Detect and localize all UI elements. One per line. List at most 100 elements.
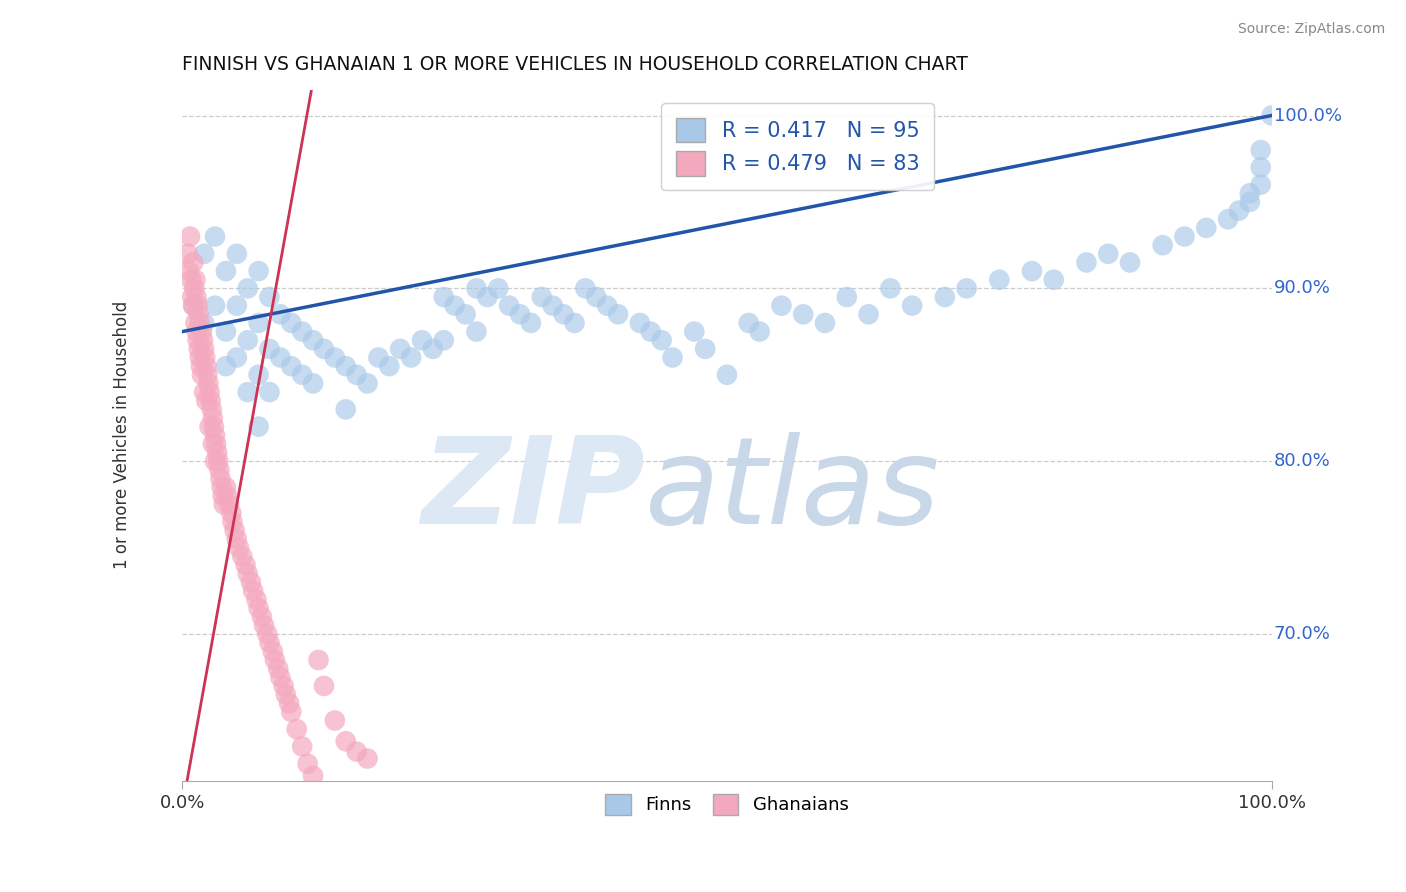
Point: [770, 299, 793, 313]
Point: [186, 325, 208, 339]
Point: [1250, 161, 1272, 175]
Point: [541, 299, 564, 313]
Point: [934, 290, 956, 304]
Point: [205, 445, 228, 459]
Point: [269, 307, 291, 321]
Text: 1 or more Vehicles in Household: 1 or more Vehicles in Household: [114, 301, 131, 569]
Point: [191, 368, 214, 382]
Point: [683, 325, 706, 339]
Point: [1021, 264, 1043, 278]
Text: 100.0%: 100.0%: [1274, 106, 1341, 125]
Point: [1239, 186, 1261, 201]
Point: [209, 471, 232, 485]
Point: [285, 722, 308, 736]
Point: [190, 359, 212, 373]
Point: [201, 437, 224, 451]
Point: [269, 351, 291, 365]
Point: [465, 325, 488, 339]
Point: [651, 333, 673, 347]
Point: [218, 498, 240, 512]
Point: [177, 247, 200, 261]
Point: [250, 609, 273, 624]
Point: [748, 325, 770, 339]
Point: [195, 359, 218, 373]
Point: [236, 333, 259, 347]
Point: [191, 325, 214, 339]
Point: [194, 351, 217, 365]
Point: [235, 558, 257, 572]
Point: [509, 307, 531, 321]
Point: [264, 653, 287, 667]
Point: [186, 290, 208, 304]
Point: [280, 705, 302, 719]
Point: [520, 316, 543, 330]
Point: [278, 696, 301, 710]
Point: [1173, 229, 1195, 244]
Text: FINNISH VS GHANAIAN 1 OR MORE VEHICLES IN HOUSEHOLD CORRELATION CHART: FINNISH VS GHANAIAN 1 OR MORE VEHICLES I…: [183, 55, 969, 74]
Point: [411, 333, 433, 347]
Point: [738, 316, 761, 330]
Point: [205, 437, 228, 451]
Point: [225, 351, 247, 365]
Point: [247, 368, 270, 382]
Point: [231, 549, 253, 564]
Point: [215, 264, 238, 278]
Point: [247, 264, 270, 278]
Point: [215, 480, 238, 494]
Point: [1119, 255, 1142, 269]
Point: [267, 662, 290, 676]
Point: [253, 618, 276, 632]
Point: [302, 376, 325, 391]
Point: [200, 393, 222, 408]
Point: [224, 524, 246, 538]
Point: [1239, 194, 1261, 209]
Point: [399, 351, 422, 365]
Point: [1250, 143, 1272, 157]
Point: [236, 566, 259, 581]
Point: [193, 247, 215, 261]
Point: [607, 307, 630, 321]
Point: [346, 745, 368, 759]
Point: [225, 299, 247, 313]
Point: [1076, 255, 1098, 269]
Point: [181, 299, 204, 313]
Point: [188, 351, 211, 365]
Point: [262, 644, 284, 658]
Point: [312, 342, 335, 356]
Point: [259, 290, 281, 304]
Point: [988, 273, 1011, 287]
Point: [193, 385, 215, 400]
Point: [716, 368, 738, 382]
Point: [225, 247, 247, 261]
Point: [273, 679, 295, 693]
Point: [291, 325, 314, 339]
Point: [356, 751, 378, 765]
Point: [177, 264, 200, 278]
Point: [180, 273, 202, 287]
Point: [198, 419, 221, 434]
Point: [179, 229, 201, 244]
Point: [181, 299, 204, 313]
Point: [197, 368, 219, 382]
Point: [378, 359, 401, 373]
Point: [695, 342, 717, 356]
Point: [201, 402, 224, 417]
Point: [814, 316, 837, 330]
Point: [259, 385, 281, 400]
Point: [280, 316, 302, 330]
Point: [433, 333, 456, 347]
Point: [204, 299, 226, 313]
Point: [530, 290, 553, 304]
Point: [245, 592, 267, 607]
Point: [955, 281, 977, 295]
Point: [215, 325, 238, 339]
Point: [335, 359, 357, 373]
Point: [259, 342, 281, 356]
Point: [1097, 247, 1119, 261]
Point: [211, 480, 233, 494]
Point: [835, 290, 858, 304]
Point: [858, 307, 880, 321]
Point: [422, 342, 444, 356]
Point: [367, 351, 389, 365]
Point: [302, 333, 325, 347]
